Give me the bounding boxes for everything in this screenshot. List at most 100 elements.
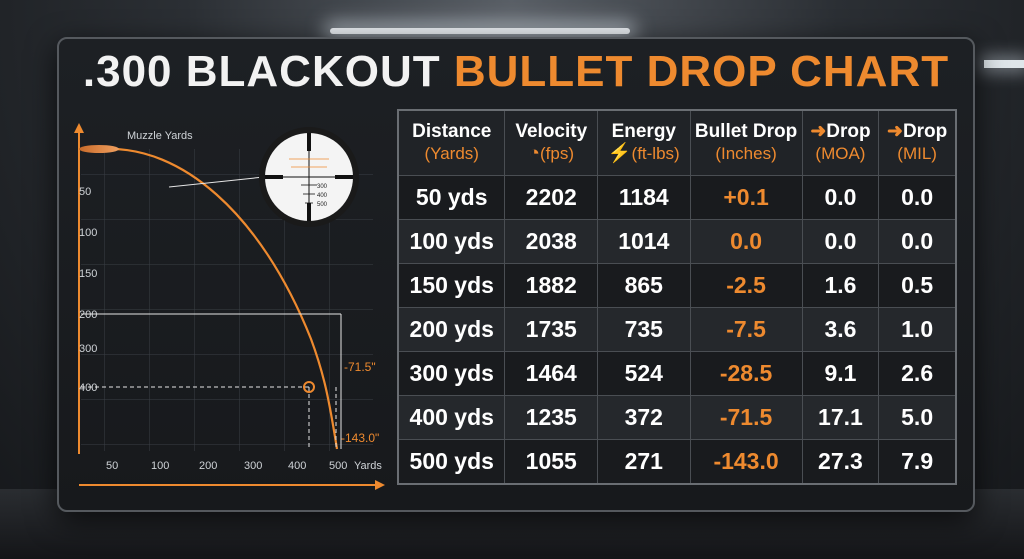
y-axis-arrow xyxy=(74,123,84,133)
table-cell: 1.0 xyxy=(878,307,957,352)
col-unit: (fps) xyxy=(540,144,574,163)
y-top-label: Muzzle Yards xyxy=(127,130,193,142)
table-body: 50 yds 2202 1184 +0.1 0.0 0.0 100 yds 2038 1014 0… xyxy=(397,175,957,485)
table-cell: 27.3 xyxy=(801,439,880,485)
drop-curve-chart: Muzzle Yards 50 100 150 200 300 400 50 100 200 3… xyxy=(74,123,385,490)
arrow-right-icon: ➜ xyxy=(887,121,903,142)
chart-board: .300 BLACKOUT BULLET DROP CHART Muzzle Y… xyxy=(57,37,975,512)
table-cell: 0.0 xyxy=(878,219,957,264)
table-cell: +0.1 xyxy=(689,175,803,220)
table-cell: 1882 xyxy=(504,263,599,308)
table-cell: 1464 xyxy=(504,351,599,396)
table-cell: 7.9 xyxy=(878,439,957,485)
col-bullet-drop: Bullet Drop (Inches) xyxy=(689,109,803,176)
table-row: 100 yds 2038 1014 0.0 0.0 0.0 xyxy=(397,219,957,264)
col-name: Distance xyxy=(412,121,492,142)
col-unit: (Yards) xyxy=(424,144,479,163)
y-tick-label: 400 xyxy=(79,382,97,394)
table-cell: 1055 xyxy=(504,439,599,485)
table-cell: 372 xyxy=(597,395,691,440)
table-cell: -143.0 xyxy=(689,439,803,485)
table-row: 150 yds 1882 865 -2.5 1.6 0.5 xyxy=(397,263,957,308)
scope-reticle-icon: 300 400 500 xyxy=(259,127,359,227)
drop-annotation-500: -143.0" xyxy=(341,431,379,445)
col-drop-mil: ➜Drop (MIL) xyxy=(878,109,957,176)
col-name: Bullet Drop xyxy=(694,121,798,142)
table-cell: 5.0 xyxy=(878,395,957,440)
table-cell: 0.5 xyxy=(878,263,957,308)
x-tick-label: 400 xyxy=(288,460,306,472)
x-tick-label: 100 xyxy=(151,460,169,472)
col-name: Energy xyxy=(611,121,676,142)
ceiling-light xyxy=(984,60,1024,68)
table-cell: -28.5 xyxy=(689,351,803,396)
x-axis-label: Yards xyxy=(354,460,382,472)
table-cell: 524 xyxy=(597,351,691,396)
table-cell: 500 yds xyxy=(397,439,506,485)
x-tick-label: 300 xyxy=(244,460,262,472)
table-cell: 400 yds xyxy=(397,395,506,440)
table-cell: 100 yds xyxy=(397,219,506,264)
y-tick-labels: 50 100 150 200 300 400 xyxy=(79,186,97,394)
col-unit: (MIL) xyxy=(897,144,937,163)
table-cell: 1184 xyxy=(597,175,691,220)
table-header: Distance (Yards) Velocity ◔(fps) Energy ⚡(f… xyxy=(397,109,957,176)
table-cell: 50 yds xyxy=(397,175,506,220)
table-cell: 2202 xyxy=(504,175,599,220)
col-unit: (Inches) xyxy=(715,144,777,163)
col-name: Velocity xyxy=(515,121,588,142)
table-cell: 1235 xyxy=(504,395,599,440)
table-row: 500 yds 1055 271 -143.0 27.3 7.9 xyxy=(397,439,957,485)
col-unit: (MOA) xyxy=(815,144,866,163)
page-title: .300 BLACKOUT BULLET DROP CHART xyxy=(59,47,973,97)
y-tick-label: 100 xyxy=(79,227,97,239)
col-distance: Distance (Yards) xyxy=(397,109,506,176)
y-tick-label: 50 xyxy=(79,186,91,198)
col-unit: (ft-lbs) xyxy=(631,144,680,163)
col-velocity: Velocity ◔(fps) xyxy=(504,109,599,176)
table-cell: 2038 xyxy=(504,219,599,264)
scope-pointer xyxy=(168,176,265,188)
table-cell: 150 yds xyxy=(397,263,506,308)
arrow-right-icon: ➜ xyxy=(810,121,827,142)
table-cell: 865 xyxy=(597,263,691,308)
y-tick-label: 300 xyxy=(79,343,97,355)
x-tick-label: 500 xyxy=(329,460,347,472)
table-cell: 0.0 xyxy=(689,219,803,264)
ceiling-light xyxy=(330,28,630,34)
gauge-icon: ◔ xyxy=(528,143,540,164)
table-row: 300 yds 1464 524 -28.5 9.1 2.6 xyxy=(397,351,957,396)
col-energy: Energy ⚡(ft-lbs) xyxy=(597,109,691,176)
table-cell: 300 yds xyxy=(397,351,506,396)
trajectory-line xyxy=(106,147,339,450)
table-cell: 1.6 xyxy=(801,263,880,308)
x-tick-label: 200 xyxy=(199,460,217,472)
y-tick-label: 200 xyxy=(79,309,97,321)
table-cell: 0.0 xyxy=(801,175,880,220)
col-name: Drop xyxy=(826,121,871,142)
scope-tick: 300 xyxy=(317,184,328,190)
table-cell: 3.6 xyxy=(801,307,880,352)
impact-marker xyxy=(303,381,315,393)
table-cell: -71.5 xyxy=(689,395,803,440)
table-cell: -2.5 xyxy=(689,263,803,308)
col-drop-moa: ➜Drop (MOA) xyxy=(801,109,880,176)
table-cell: 9.1 xyxy=(801,351,880,396)
table-cell: -7.5 xyxy=(689,307,803,352)
y-tick-label: 150 xyxy=(79,268,97,280)
bullet-icon xyxy=(79,145,119,153)
table-cell: 17.1 xyxy=(801,395,880,440)
table-row: 50 yds 2202 1184 +0.1 0.0 0.0 xyxy=(397,175,957,220)
table-row: 200 yds 1735 735 -7.5 3.6 1.0 xyxy=(397,307,957,352)
table-cell: 735 xyxy=(597,307,691,352)
x-tick-labels: 50 100 200 300 400 500 xyxy=(106,460,347,472)
scope-tick: 400 xyxy=(317,193,328,199)
lightning-icon: ⚡ xyxy=(607,143,632,164)
table-cell: 0.0 xyxy=(801,219,880,264)
drop-annotation-400: -71.5" xyxy=(344,360,376,374)
table-cell: 2.6 xyxy=(878,351,957,396)
table-cell: 0.0 xyxy=(878,175,957,220)
title-main: .300 BLACKOUT xyxy=(82,47,441,96)
x-tick-label: 50 xyxy=(106,460,118,472)
title-accent: BULLET DROP CHART xyxy=(453,47,950,96)
